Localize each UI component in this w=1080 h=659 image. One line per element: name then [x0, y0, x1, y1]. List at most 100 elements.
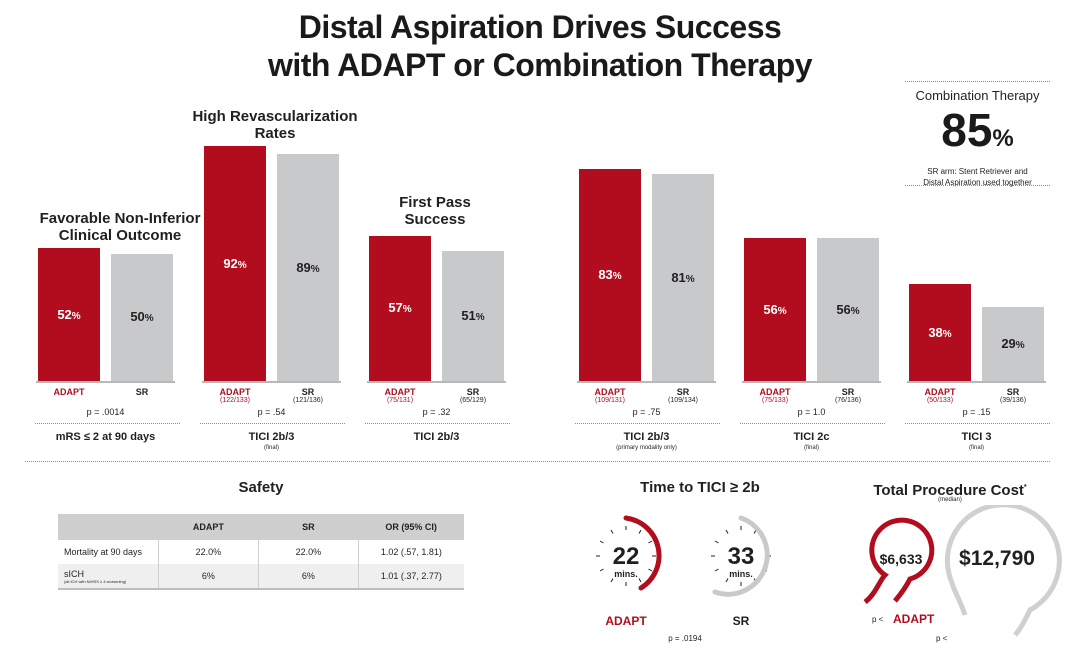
time-gauges: [596, 515, 771, 597]
bar-value-label: 52%: [38, 307, 100, 322]
bar-sr: 51%: [442, 250, 504, 381]
combination-note-line: Distal Aspiration used together: [923, 178, 1032, 187]
heading-clinical-outcome: Favorable Non-Inferior Clinical Outcome: [39, 210, 201, 244]
cell-or: 1.01 (.37, 2.77): [358, 564, 464, 590]
adapt-time-value: 22: [612, 543, 640, 570]
bar-value-unit: %: [237, 259, 247, 271]
bar-sr: 50%: [111, 253, 173, 381]
sr-time-label: SR: [732, 614, 750, 628]
bar-value: 83: [598, 267, 613, 283]
legend-label-sr: SR: [135, 387, 149, 397]
p-value: p = .75: [632, 407, 661, 417]
legend-label-adapt: ADAPT: [53, 387, 85, 397]
bar-value-label: 29%: [982, 336, 1044, 351]
metric-sublabel: (final): [263, 445, 279, 451]
cell-adapt: 22.0%: [158, 540, 259, 564]
sr-time-unit: mins.: [729, 569, 753, 579]
bar-value-label: 83%: [579, 267, 641, 282]
bar-value-unit: %: [777, 305, 787, 317]
bar-value-unit: %: [310, 263, 320, 275]
bar-sr: 56%: [817, 238, 879, 381]
bar-value: 56: [836, 301, 851, 317]
bar-adapt: 92%: [204, 146, 266, 381]
tick-mark: [725, 578, 729, 583]
tick-mark: [599, 568, 604, 572]
bar-adapt: 52%: [38, 248, 100, 381]
bar-value: 29: [1001, 336, 1016, 352]
metric-sublabel: (final): [803, 445, 819, 451]
row-label-text: sICH: [64, 568, 84, 579]
p-value: p = .54: [257, 407, 286, 417]
table-header: OR (95% CI): [358, 514, 464, 540]
time-title: Time to TICI ≥ 2b: [640, 479, 760, 496]
p-value: p = .32: [422, 407, 451, 417]
row-label: sICH (all ICH with NIHSS ≥ 4 worsening): [58, 564, 159, 590]
bar-value-unit: %: [942, 328, 952, 340]
combination-note-line: SR arm: Stent Retriever and: [927, 167, 1028, 176]
metric-sublabel: (primary modality only): [616, 445, 677, 451]
sample-size: (75/133): [761, 397, 789, 404]
sr-cost-value: $12,790: [959, 547, 1035, 570]
bar-value: 57: [388, 300, 403, 316]
sr-cost-circle: [944, 505, 1062, 637]
sr-time-arc: [712, 515, 770, 597]
combination-value: 85%: [905, 107, 1050, 162]
row-label: Mortality at 90 days: [58, 540, 159, 564]
p-value: p = .0014: [86, 407, 125, 417]
bar-value: 89: [296, 259, 311, 275]
baseline: [367, 381, 506, 383]
table-header: ADAPT: [158, 514, 259, 540]
p-value: p = 1.0: [797, 407, 826, 417]
bar-sr: 89%: [277, 154, 339, 381]
combination-title: Combination Therapy: [915, 88, 1040, 103]
sample-size: (75/131): [386, 397, 414, 404]
sample-size: (50/133): [926, 397, 954, 404]
page-title: Distal Aspiration Drives Success with AD…: [0, 8, 1080, 84]
bar-value-label: 92%: [204, 256, 266, 271]
bar-value-label: 51%: [442, 308, 504, 323]
legend-label-sr: SR (121/136): [272, 387, 344, 404]
bar-value-label: 81%: [652, 270, 714, 285]
adapt-time-label: ADAPT: [605, 614, 647, 628]
divider: [35, 423, 180, 424]
combination-unit: %: [992, 125, 1014, 152]
divider: [905, 423, 1050, 424]
metric-label: TICI 2b/3: [413, 431, 460, 443]
tick-mark: [610, 578, 614, 583]
sample-size: (122/133): [220, 397, 250, 404]
adapt-cost-value: $6,633: [879, 551, 923, 567]
baseline: [202, 381, 341, 383]
cost-bubbles: [863, 505, 1062, 637]
stopwatch-ticks-adapt: [596, 526, 656, 586]
bar-value: 50: [130, 309, 145, 325]
bar-adapt: 57%: [369, 235, 431, 381]
tick-mark: [714, 540, 719, 544]
adapt-cost-label: ADAPT: [893, 612, 935, 626]
safety-table: ADAPT SR OR (95% CI) Mortality at 90 day…: [58, 514, 464, 590]
cost-title-text: Total Procedure Cost: [873, 482, 1024, 499]
safety-title: Safety: [238, 479, 284, 496]
tick-mark: [638, 578, 642, 583]
baseline: [742, 381, 881, 383]
bar-value: 38: [928, 324, 943, 340]
divider: [905, 185, 1050, 186]
cell-sr: 22.0%: [258, 540, 359, 564]
tick-mark: [648, 568, 653, 572]
legend-label-adapt: ADAPT (75/133): [739, 387, 811, 404]
combination-therapy-box: Combination Therapy 85% SR arm: Stent Re…: [905, 81, 1050, 188]
baseline: [36, 381, 175, 383]
metric-label: TICI 2c (final): [724, 431, 899, 451]
metric-label: TICI 3 (final): [889, 431, 1064, 451]
combination-note: SR arm: Stent Retriever and Distal Aspir…: [905, 166, 1050, 188]
sample-size: (109/134): [668, 397, 698, 404]
cost-title: Total Procedure Cost*: [860, 479, 1040, 499]
divider: [740, 423, 885, 424]
bar-value: 92: [223, 255, 238, 271]
title-line-2: with ADAPT or Combination Therapy: [267, 47, 813, 83]
p-value: p = .15: [962, 407, 991, 417]
legend-label-adapt: ADAPT (75/131): [364, 387, 436, 404]
adapt-time-arc: [623, 515, 662, 591]
tick-mark: [638, 529, 642, 534]
table-header-row: ADAPT SR OR (95% CI): [58, 514, 464, 540]
bar-value-label: 50%: [111, 309, 173, 324]
